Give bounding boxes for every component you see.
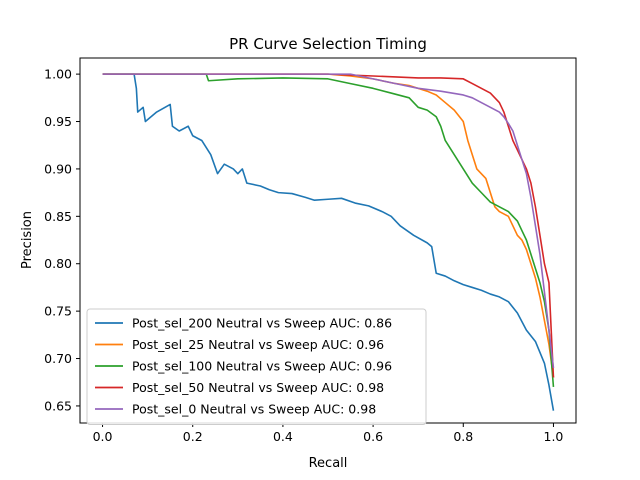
plot-area [79,57,577,424]
y-tick-label: 0.75 [44,304,72,319]
y-tick-label: 0.90 [44,161,72,176]
x-tick-label: 1.0 [544,429,564,444]
chart-title: PR Curve Selection Timing [229,35,427,53]
y-axis-label: Precision [20,211,35,269]
x-axis-label: Recall [309,456,348,471]
series-line-3 [102,73,555,378]
x-tick-label: 0.4 [273,429,293,444]
y-tick-label: 1.00 [44,67,72,82]
x-tick-label: 0.8 [453,429,473,444]
series-line-0 [102,73,555,411]
y-tick-label: 0.70 [44,351,72,366]
y-tick-label: 0.85 [44,209,72,224]
y-tick-label: 0.95 [44,114,72,129]
y-tick-label: 0.80 [44,256,72,271]
legend-entry-label: Post_sel_100 Neutral vs Sweep AUC: 0.96 [132,359,392,374]
series-line-1 [102,73,555,378]
legend-entry-label: Post_sel_25 Neutral vs Sweep AUC: 0.96 [132,337,384,352]
legend: Post_sel_200 Neutral vs Sweep AUC: 0.86 P… [86,308,427,425]
legend-box [86,308,427,425]
series-layer [102,73,555,411]
y-axis: 0.65 0.70 0.75 0.80 0.85 0.90 0.95 1.00 [44,67,80,413]
series-line-2 [102,73,555,388]
legend-entry-label: Post_sel_50 Neutral vs Sweep AUC: 0.98 [132,380,384,395]
x-tick-label: 0.0 [93,429,113,444]
legend-entry-label: Post_sel_200 Neutral vs Sweep AUC: 0.86 [132,316,392,331]
x-tick-label: 0.6 [363,429,383,444]
series-line-4 [102,73,555,369]
x-tick-label: 0.2 [183,429,203,444]
legend-entry-label: Post_sel_0 Neutral vs Sweep AUC: 0.98 [132,402,376,417]
y-tick-label: 0.65 [44,398,72,413]
